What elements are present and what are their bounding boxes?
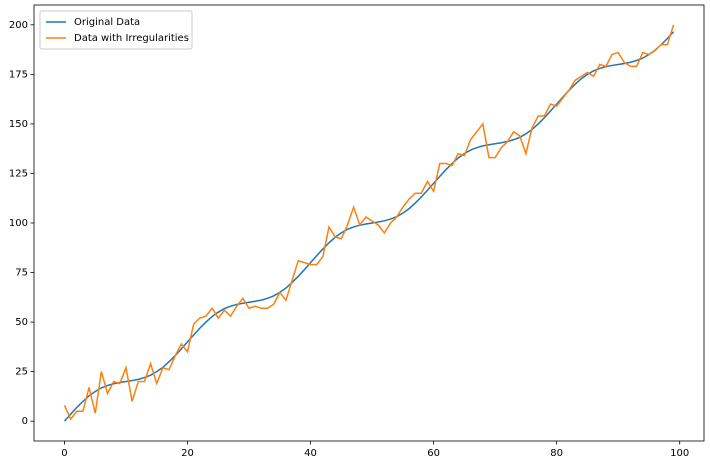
legend-box bbox=[39, 10, 193, 50]
y-tick-label: 0 bbox=[22, 416, 28, 427]
x-tick-label: 100 bbox=[670, 448, 689, 459]
x-tick-label: 0 bbox=[61, 448, 67, 459]
y-tick-label: 100 bbox=[9, 218, 28, 229]
y-tick-label: 150 bbox=[9, 119, 28, 130]
x-tick-label: 40 bbox=[304, 448, 317, 459]
y-tick-label: 175 bbox=[9, 69, 28, 80]
x-tick-label: 80 bbox=[550, 448, 563, 459]
legend-label: Data with Irregularities bbox=[74, 33, 189, 44]
data-line bbox=[63, 31, 675, 422]
y-tick-label: 75 bbox=[15, 268, 28, 279]
data-line bbox=[63, 24, 675, 421]
y-tick-label: 50 bbox=[15, 317, 28, 328]
y-tick-label: 200 bbox=[9, 20, 28, 31]
y-tick-label: 125 bbox=[9, 168, 28, 179]
legend-label: Original Data bbox=[74, 17, 140, 28]
x-tick-label: 60 bbox=[427, 448, 440, 459]
x-tick-label: 20 bbox=[181, 448, 194, 459]
y-tick-label: 25 bbox=[15, 367, 28, 378]
